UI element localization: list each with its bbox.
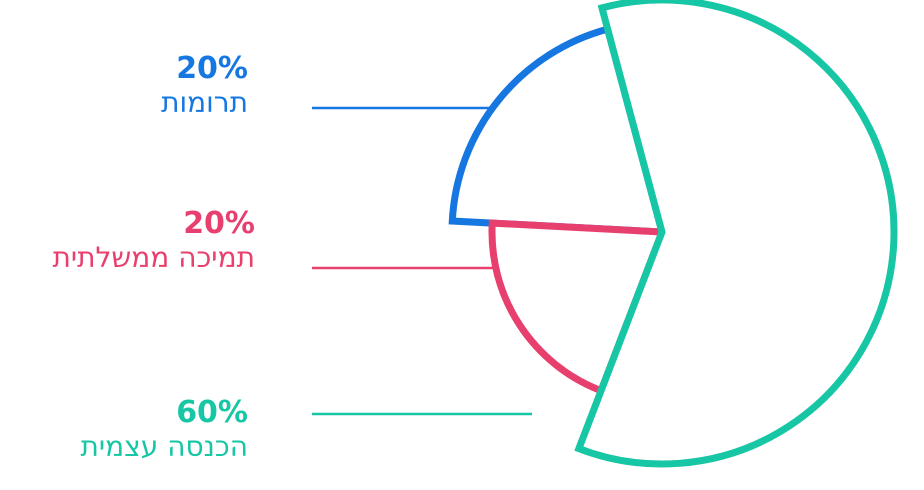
slice-government-support	[488, 219, 667, 396]
slice-self-income	[574, 0, 898, 468]
slice-label-government-support: תמיכה ממשלתית	[52, 241, 255, 274]
slice-label-donations: תרומות	[161, 86, 248, 119]
slice-donations	[448, 24, 667, 236]
slice-percent-self-income: 60%	[176, 395, 248, 430]
legend-item-government-support: 20% תמיכה ממשלתית	[0, 207, 255, 275]
slice-percent-government-support: 20%	[183, 206, 255, 241]
slice-label-self-income: הכנסה עצמית	[80, 430, 249, 463]
legend-item-self-income: 60% הכנסה עצמית	[0, 395, 249, 464]
slice-percent-donations: 20%	[176, 51, 248, 86]
legend-item-donations: 20% תרומות	[0, 52, 248, 120]
